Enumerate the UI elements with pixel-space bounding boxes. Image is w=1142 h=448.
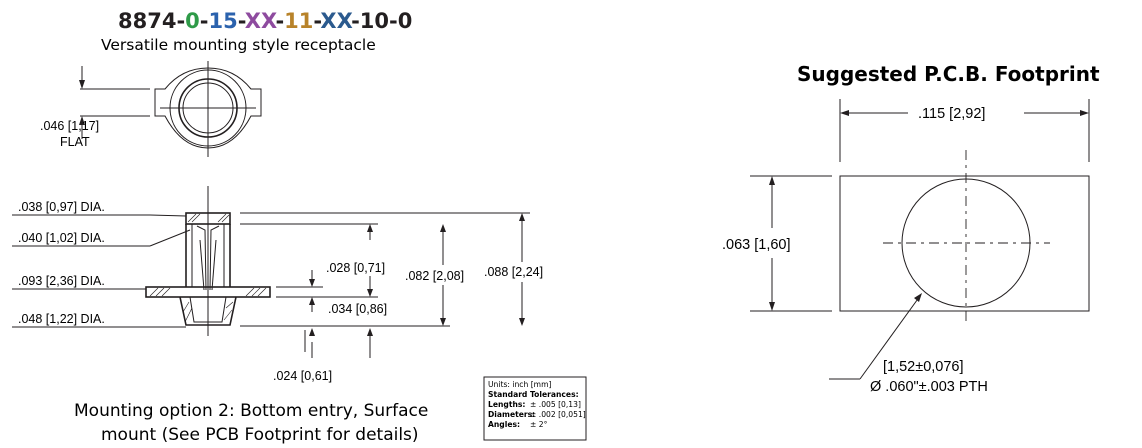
part-number-segment: - [238, 9, 246, 33]
tolerance-box: Units: inch [mm] Standard Tolerances: Le… [483, 376, 587, 441]
dim-088: .088 [2,24] [484, 265, 543, 279]
part-number-segment: 8874 [118, 9, 176, 33]
part-number-segment: - [313, 9, 321, 33]
dim-082: .082 [2,08] [405, 269, 464, 283]
pcb-footprint: Suggested P.C.B. Footprint .115 [2,92] .… [722, 62, 1100, 395]
dim-034: .034 [0,86] [328, 302, 387, 316]
flat-label: FLAT [60, 135, 90, 149]
part-number-segment: 11 [284, 9, 313, 33]
dim-093: .093 [2,36] DIA. [18, 274, 105, 288]
dim-048: .048 [1,22] DIA. [18, 312, 105, 326]
dim-024: .024 [0,61] [273, 369, 332, 383]
pcb-width-dimension: .115 [2,92] [918, 106, 985, 122]
subtitle: Versatile mounting style receptacle [101, 36, 376, 54]
part-number-segment: 10 [360, 9, 389, 33]
caption-line-1: Mounting option 2: Bottom entry, Surface [74, 401, 428, 421]
dim-028: .028 [0,71] [326, 261, 385, 275]
part-number-segment: - [176, 9, 185, 33]
tolerance-angles-label: Angles: [488, 420, 520, 429]
part-number-segment: - [351, 9, 360, 33]
part-number-segment: - [275, 9, 284, 33]
tolerance-lengths-label: Lengths: [488, 400, 525, 409]
tolerance-angles-value: ± 2° [530, 420, 548, 429]
top-view: .046 [1,17] FLAT [40, 61, 262, 157]
caption-line-2: mount (See PCB Footprint for details) [101, 425, 419, 445]
part-number-segment: XX [245, 9, 277, 33]
tolerance-heading: Standard Tolerances: [488, 390, 579, 399]
tolerance-diameters-value: ± .002 [0,051] [530, 410, 586, 419]
part-number-segment: 0 [398, 9, 413, 33]
part-number-segment: XX [320, 9, 352, 33]
part-number-segment: 0 [185, 9, 200, 33]
flat-dimension: .046 [1,17] [40, 119, 99, 133]
tolerance-diameters-label: Diameters: [488, 410, 535, 419]
pcb-hole-dimension-inch: Ø .060"±.003 PTH [870, 379, 988, 395]
side-view: .038 [0,97] DIA. .040 [1,02] DIA. .093 [… [12, 186, 543, 383]
pcb-height-dimension: .063 [1,60] [722, 237, 791, 253]
pcb-footprint-title: Suggested P.C.B. Footprint [797, 62, 1100, 86]
part-number-segment: - [389, 9, 398, 33]
part-number-title: 8874-0-15-XX-11-XX-10-0 [118, 9, 412, 33]
pcb-hole-dimension-metric: [1,52±0,076] [883, 359, 964, 375]
tolerance-lengths-value: ± .005 [0,13] [530, 400, 581, 409]
tolerance-units: Units: inch [mm] [488, 380, 551, 389]
part-number-segment: 15 [209, 9, 238, 33]
part-number-segment: - [200, 9, 209, 33]
dim-038: .038 [0,97] DIA. [18, 200, 105, 214]
dim-040: .040 [1,02] DIA. [18, 231, 105, 245]
